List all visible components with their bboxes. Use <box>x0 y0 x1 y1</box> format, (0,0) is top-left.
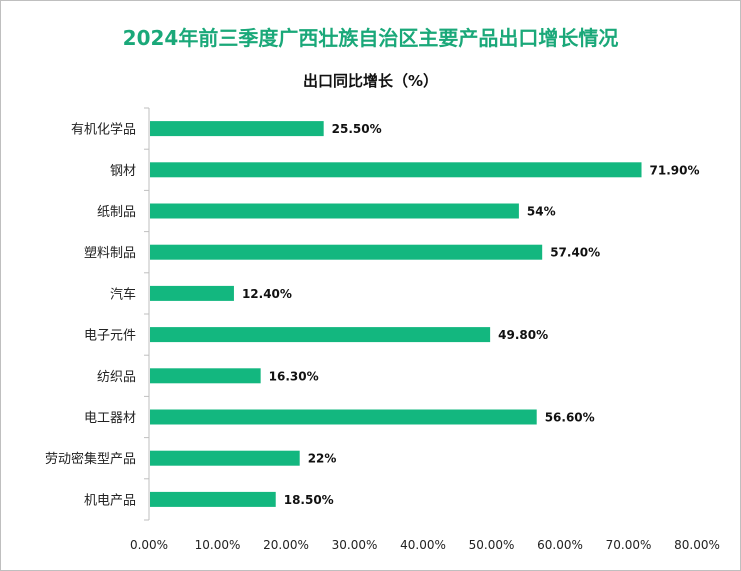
bar <box>150 121 324 137</box>
x-tick-label: 80.00% <box>674 538 720 552</box>
chart-title: 2024年前三季度广西壮族自治区主要产品出口增长情况 <box>122 26 619 50</box>
x-tick-label: 10.00% <box>195 538 241 552</box>
data-label: 56.60% <box>545 411 595 425</box>
data-label: 25.50% <box>332 122 382 136</box>
bar <box>150 327 491 343</box>
bar <box>150 244 543 260</box>
category-label: 机电产品 <box>84 493 136 508</box>
category-label: 钢材 <box>110 164 136 179</box>
data-label: 18.50% <box>284 493 334 507</box>
category-label: 纺织品 <box>97 370 136 385</box>
x-tick-label: 0.00% <box>130 538 168 552</box>
bar <box>150 203 519 219</box>
bar <box>150 450 300 466</box>
data-label: 16.30% <box>269 369 319 383</box>
chart-series-label: 出口同比增长（%） <box>302 72 439 90</box>
category-label: 有机化学品 <box>71 122 136 138</box>
category-label: 劳动密集型产品 <box>45 451 136 467</box>
bar <box>150 409 537 425</box>
category-label: 电工器材 <box>84 411 136 426</box>
category-label: 纸制品 <box>97 205 136 220</box>
data-label: 12.40% <box>242 287 292 301</box>
x-tick-label: 60.00% <box>537 538 583 552</box>
data-label: 57.40% <box>550 246 600 260</box>
data-label: 49.80% <box>498 328 548 342</box>
x-tick-label: 70.00% <box>606 538 652 552</box>
data-label: 22% <box>308 452 337 466</box>
data-label: 54% <box>527 205 556 219</box>
bar <box>150 491 276 507</box>
category-label: 塑料制品 <box>84 246 136 261</box>
data-label: 71.90% <box>650 163 700 177</box>
x-tick-label: 20.00% <box>263 538 309 552</box>
x-tick-label: 50.00% <box>469 538 515 552</box>
x-tick-label: 30.00% <box>332 538 378 552</box>
category-label: 电子元件 <box>84 329 136 344</box>
x-tick-label: 40.00% <box>400 538 446 552</box>
bar <box>150 368 261 384</box>
bar <box>150 162 642 178</box>
bar <box>150 285 234 301</box>
category-label: 汽车 <box>110 286 136 302</box>
